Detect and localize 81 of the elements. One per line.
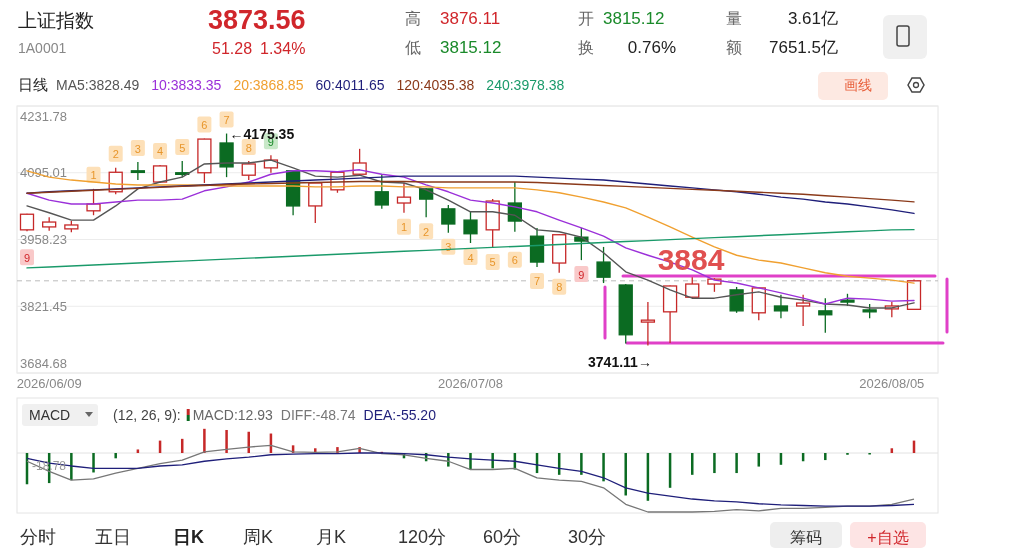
text: 开 [578,10,594,27]
text: 60:4011.65 [315,77,385,93]
count-label: 8 [241,139,256,156]
annotation: 4 [156,145,164,158]
chart-title: MACD [29,407,71,423]
text: 筹码 [790,529,822,546]
text: DEA:-55.20 [363,407,437,423]
count-label: 9 [574,266,589,283]
text: +自选 [867,529,909,546]
text: 低 [405,39,421,56]
annotation: 6 [201,119,208,132]
text: 日K [173,527,204,547]
y-tick-label: 4231.78 [20,108,67,124]
text: 30分 [568,527,607,547]
y-tick-label: 3958.23 [20,232,67,247]
count-label: 8 [552,278,567,295]
annotation: 9 [578,268,585,281]
text: 240:3978.38 [486,77,565,93]
count-label: 2 [419,223,434,240]
count-label: 7 [530,272,545,289]
count-label: 2 [108,145,123,162]
count-label: 6 [197,116,212,133]
annotation: 8 [245,141,252,154]
count-label: 5 [175,139,190,156]
text: 3.61亿 [787,9,838,28]
annotation: 2 [112,148,119,161]
count-label: 1 [86,166,101,183]
annotation: 8 [556,281,563,294]
text: MA5:3828.49 [56,77,140,93]
text: 高 [405,10,421,27]
text: 五日 [95,527,131,547]
text: 月K [316,527,347,547]
text: 量 [726,10,742,27]
text: 51.28 [212,40,253,57]
count-label: 9 [20,249,34,266]
count-label: 6 [507,251,522,268]
x-tick-label: 2026/06/09 [16,376,82,391]
annotation: 3741.11→ [588,354,652,371]
text: 画线 [844,77,872,93]
annotation: 7 [223,114,230,127]
text: 3815.12 [603,9,665,28]
count-label: 3 [130,140,145,156]
text: 额 [726,39,742,56]
count-label: 4 [153,142,168,159]
text: 换 [578,39,594,56]
text: 1A0001 [18,40,67,56]
text: 120分 [398,527,447,547]
text: 120:4035.38 [396,77,475,93]
text: 1.34% [260,40,306,57]
annotation: 3 [134,142,141,155]
legend-title: 日线 [18,76,48,93]
chart-subtitle: (12, 26, 9): [113,407,181,423]
count-label: 1 [397,218,411,235]
text: 上证指数 [18,10,94,31]
x-tick-label: 2026/07/08 [437,376,504,391]
text: 10:3833.35 [151,77,222,93]
text: 3873.56 [208,5,306,35]
annotation: 3884 [657,243,725,276]
text: 60分 [483,527,522,547]
y-tick-label: 3684.68 [20,355,67,371]
text: 0.76% [627,38,676,57]
annotation: 5 [179,141,186,154]
annotation: 1 [90,169,97,182]
x-tick-label: 2026/08/05 [859,376,925,391]
count-label: 4 [463,249,478,266]
text: 3815.12 [440,38,502,57]
series-label: DIFF:-48.74 [280,407,356,423]
annotation: 2 [423,225,430,238]
annotation: 6 [511,254,518,267]
y-tick-label: 3821.45 [20,298,67,314]
legend-label: MACD:12.93 [192,407,274,423]
count-label: 5 [485,253,500,270]
text: 周K [243,527,274,547]
annotation: 5 [489,256,496,269]
count-label: 7 [219,111,234,128]
text: 20:3868.85 [233,77,304,93]
text: 分时 [20,527,56,547]
annotation: 4 [467,251,474,264]
text: 3876.11 [440,9,501,28]
text: 7651.5亿 [769,38,838,57]
annotation: 7 [533,275,541,288]
